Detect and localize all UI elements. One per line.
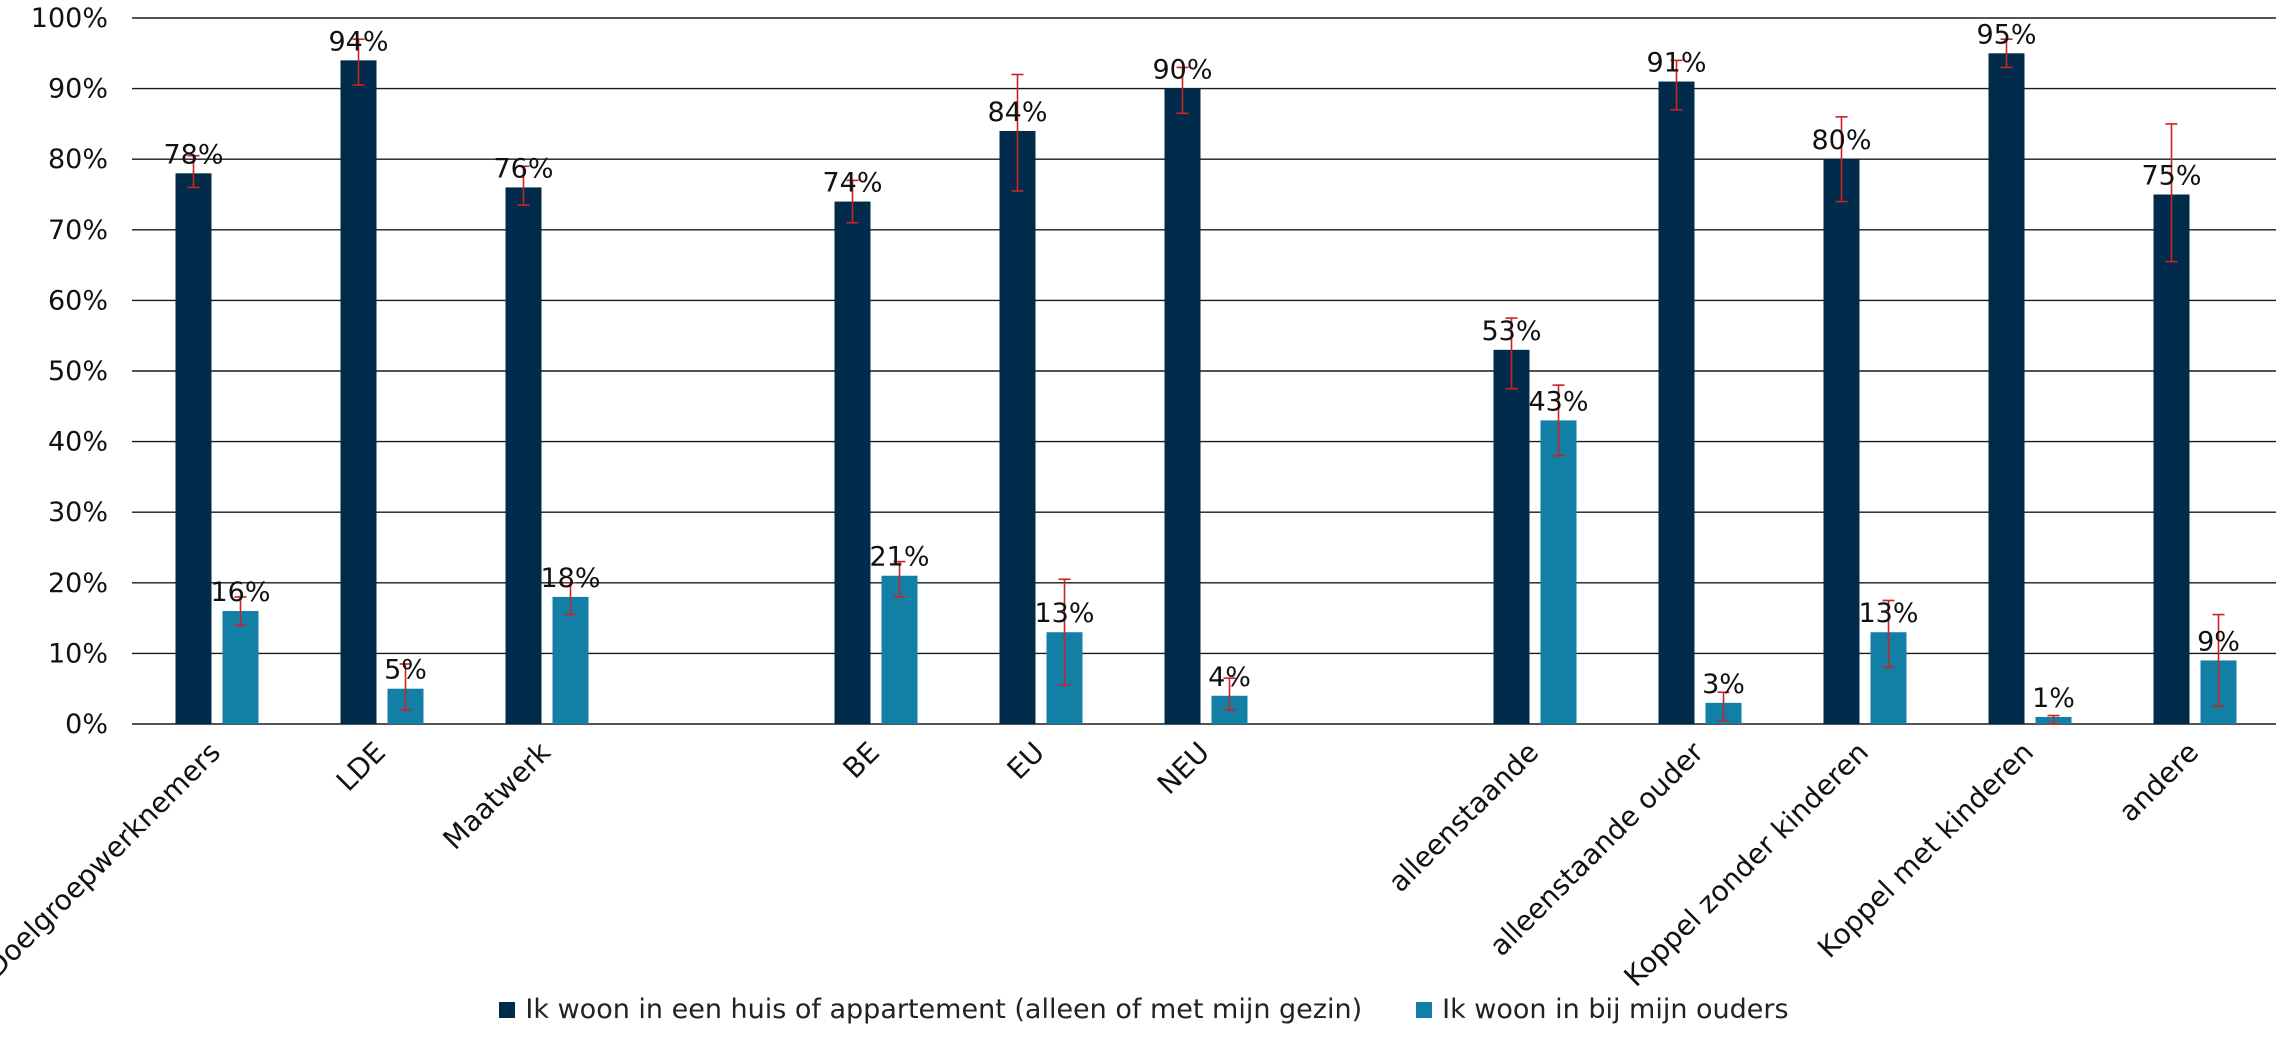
data-label-series-1: 80% [1811, 125, 1871, 156]
y-tick-label: 40% [48, 427, 108, 458]
bar-series-1 [999, 130, 1036, 724]
y-tick-label: 10% [48, 638, 108, 669]
y-tick-label: 0% [65, 709, 108, 740]
bar-series-1 [505, 187, 542, 724]
error-bar-series-2 [564, 581, 577, 616]
error-bar-series-1 [517, 165, 530, 206]
x-category-label: NEU [1151, 736, 1216, 801]
data-label-series-1: 74% [822, 168, 882, 199]
bar-series-2 [881, 575, 918, 724]
y-tick-label: 90% [48, 74, 108, 105]
bars [175, 53, 2237, 725]
gridlines [132, 17, 2276, 725]
x-category-label: Maatwerk [437, 735, 558, 856]
data-label-series-1: 75% [2141, 161, 2201, 192]
legend-item-series-2: Ik woon in bij mijn ouders [1416, 994, 1789, 1025]
y-tick-label: 70% [48, 215, 108, 246]
error-bar-series-1 [1505, 317, 1518, 390]
error-bar-series-1 [2000, 38, 2013, 69]
y-tick-label: 80% [48, 144, 108, 175]
legend-item-series-1: Ik woon in een huis of appartement (alle… [499, 996, 1362, 1024]
error-bar-series-2 [2047, 714, 2060, 725]
y-axis-tick-labels: 0% 10% 20% 30% 40% 50% 60% 70% 80% 90% 100% [31, 3, 108, 740]
x-category-label: alleenstaande [1382, 736, 1545, 899]
error-bar-series-1 [1011, 73, 1024, 192]
data-label-series-1: 78% [163, 139, 223, 170]
legend-swatch-series-1 [499, 1002, 516, 1018]
data-label-series-2: 4% [1208, 662, 1251, 693]
error-bar-series-1 [846, 179, 859, 224]
bar-series-1 [1823, 159, 1860, 724]
bar-series-1 [340, 60, 377, 725]
data-label-series-2: 3% [1702, 669, 1745, 700]
data-label-series-2: 16% [210, 577, 270, 608]
x-category-label: andere [2112, 736, 2205, 829]
error-bar-series-2 [1223, 677, 1236, 711]
x-category-label: LDE [330, 736, 392, 798]
x-axis-category-labels: Doelgroepwerknemers LDE Maatwerk BE EU NEU all… [0, 735, 2205, 993]
y-tick-label: 100% [31, 3, 108, 34]
bar-series-1 [1493, 349, 1530, 724]
error-bar-series-1 [352, 38, 365, 86]
data-label-series-2: 18% [540, 563, 600, 594]
y-tick-label: 60% [48, 285, 108, 316]
bar-series-1 [175, 173, 212, 724]
data-label-series-1: 94% [328, 26, 388, 57]
error-bar-series-2 [1882, 599, 1895, 669]
error-bar-series-2 [234, 596, 247, 626]
bar-series-2 [1540, 420, 1577, 724]
data-label-series-2: 1% [2032, 683, 2075, 714]
y-tick-label: 50% [48, 356, 108, 387]
legend-label-series-1: Ik woon in een huis of appartement (alle… [525, 994, 1363, 1025]
data-label-series-2: 21% [869, 542, 929, 573]
error-bar-series-1 [1176, 66, 1189, 115]
error-bar-series-2 [2212, 613, 2225, 708]
data-label-series-2: 13% [1858, 598, 1918, 629]
bar-series-1 [2153, 194, 2190, 724]
data-label-series-2: 5% [384, 655, 427, 686]
data-label-series-1: 95% [1976, 19, 2036, 50]
bar-series-1 [834, 201, 871, 724]
bar-series-2 [222, 611, 259, 724]
error-bar-series-2 [1552, 384, 1565, 457]
data-label-series-1: 76% [493, 153, 553, 184]
error-bar-series-1 [1670, 59, 1683, 111]
y-tick-label: 30% [48, 497, 108, 528]
error-bar-series-1 [187, 154, 200, 189]
x-category-label: EU [1001, 736, 1051, 786]
data-label-series-2: 13% [1034, 598, 1094, 629]
error-bars [187, 38, 2225, 725]
data-label-series-2: 9% [2197, 626, 2240, 657]
bar-series-1 [1988, 53, 2025, 725]
data-label-series-1: 84% [987, 97, 1047, 128]
error-bar-series-1 [1835, 116, 1848, 203]
data-labels: 78% 94% 76% 74% 84% 90% 53% 91% 80% 95% 75% 16% 5% 18… [163, 19, 2239, 714]
error-bar-series-2 [399, 663, 412, 711]
data-label-series-1: 90% [1152, 55, 1212, 86]
error-bar-series-2 [893, 560, 906, 598]
error-bar-series-2 [1058, 578, 1071, 686]
legend-label-series-2: Ik woon in bij mijn ouders [1442, 994, 1789, 1025]
error-bar-series-2 [1717, 691, 1730, 722]
data-label-series-2: 43% [1528, 386, 1588, 417]
x-category-label: Doelgroepwerknemers [0, 736, 227, 984]
error-bar-series-1 [2165, 123, 2178, 263]
y-tick-label: 20% [48, 568, 108, 599]
x-category-label: BE [837, 736, 886, 785]
data-label-series-1: 53% [1481, 316, 1541, 347]
legend-swatch-series-2 [1416, 1002, 1433, 1018]
bar-series-1 [1658, 81, 1695, 725]
legend: Ik woon in een huis of appartement (alle… [0, 996, 2288, 1024]
bar-series-2 [552, 596, 589, 724]
data-label-series-1: 91% [1646, 48, 1706, 79]
bar-series-1 [1164, 88, 1201, 725]
